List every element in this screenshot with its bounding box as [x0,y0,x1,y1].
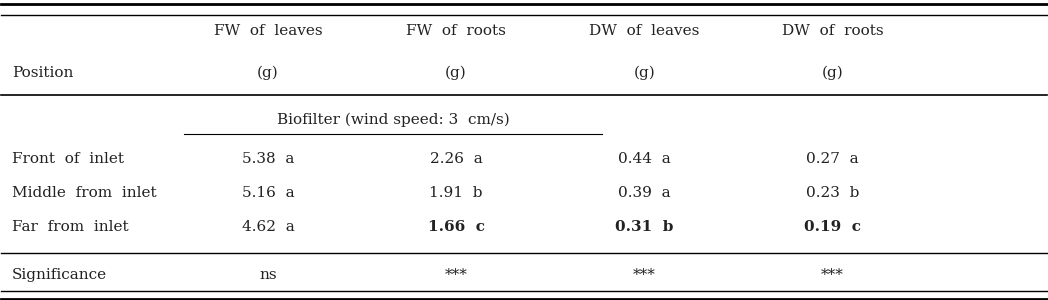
Text: ***: *** [821,268,844,282]
Text: Biofilter (wind speed: 3  cm/s): Biofilter (wind speed: 3 cm/s) [277,113,509,127]
Text: (g): (g) [633,65,655,80]
Text: 1.91  b: 1.91 b [430,186,483,200]
Text: (g): (g) [445,65,467,80]
Text: 4.62  a: 4.62 a [241,220,294,234]
Text: (g): (g) [257,65,279,80]
Text: 5.38  a: 5.38 a [242,152,294,166]
Text: 2.26  a: 2.26 a [430,152,482,166]
Text: 0.27  a: 0.27 a [806,152,858,166]
Text: (g): (g) [822,65,844,80]
Text: Position: Position [12,66,73,80]
Text: Significance: Significance [12,268,107,282]
Text: FW  of  roots: FW of roots [407,24,506,38]
Text: Front  of  inlet: Front of inlet [12,152,124,166]
Text: 5.16  a: 5.16 a [242,186,294,200]
Text: 0.44  a: 0.44 a [618,152,671,166]
Text: 1.66  c: 1.66 c [428,220,484,234]
Text: ***: *** [633,268,656,282]
Text: 0.19  c: 0.19 c [804,220,860,234]
Text: 0.23  b: 0.23 b [806,186,859,200]
Text: 0.31  b: 0.31 b [615,220,674,234]
Text: Far  from  inlet: Far from inlet [12,220,129,234]
Text: 0.39  a: 0.39 a [618,186,671,200]
Text: ***: *** [444,268,467,282]
Text: FW  of  leaves: FW of leaves [214,24,322,38]
Text: DW  of  roots: DW of roots [782,24,883,38]
Text: Middle  from  inlet: Middle from inlet [12,186,156,200]
Text: DW  of  leaves: DW of leaves [589,24,699,38]
Text: ns: ns [259,268,277,282]
